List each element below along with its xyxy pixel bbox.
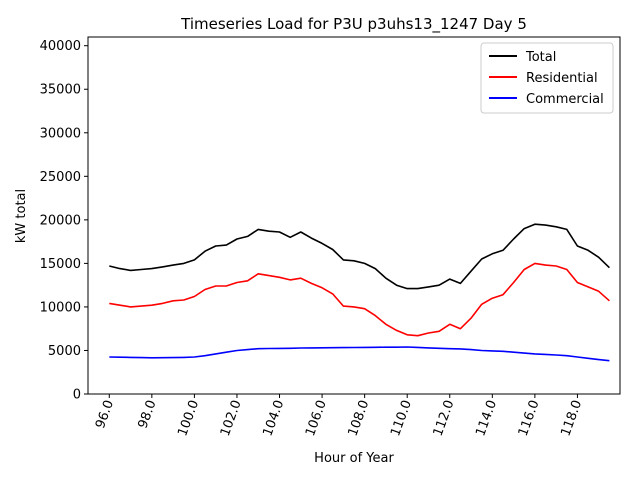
- y-tick-label: 30000: [40, 126, 81, 141]
- y-tick-label: 5000: [48, 344, 81, 359]
- legend-label-total: Total: [525, 50, 556, 65]
- y-tick-label: 25000: [40, 170, 81, 185]
- series-line-total: [109, 223, 610, 290]
- legend-label-residential: Residential: [526, 71, 598, 86]
- legend-label-commercial: Commercial: [526, 92, 604, 107]
- axes-frame: [87, 36, 621, 395]
- legend: Total Residential Commercial: [480, 42, 614, 114]
- chart-title: Timeseries Load for P3U p3uhs13_1247 Day…: [180, 15, 527, 34]
- y-tick-label: 35000: [40, 83, 81, 98]
- series-layer: [109, 223, 610, 362]
- series-line-residential: [109, 262, 610, 337]
- y-tick-label: 40000: [40, 39, 81, 54]
- series-line-commercial: [109, 346, 610, 362]
- legend-box: [480, 42, 614, 114]
- y-tick-label: 20000: [40, 213, 81, 228]
- x-axis-label: Hour of Year: [314, 451, 394, 466]
- y-tick-label: 10000: [40, 300, 81, 315]
- y-tick-label: 0: [73, 388, 81, 403]
- y-tick-label: 15000: [40, 257, 81, 272]
- y-axis: 0 5000 10000 15000 20000 25000 30000 35000 40000: [40, 39, 88, 403]
- y-axis-label: kW total: [14, 189, 29, 243]
